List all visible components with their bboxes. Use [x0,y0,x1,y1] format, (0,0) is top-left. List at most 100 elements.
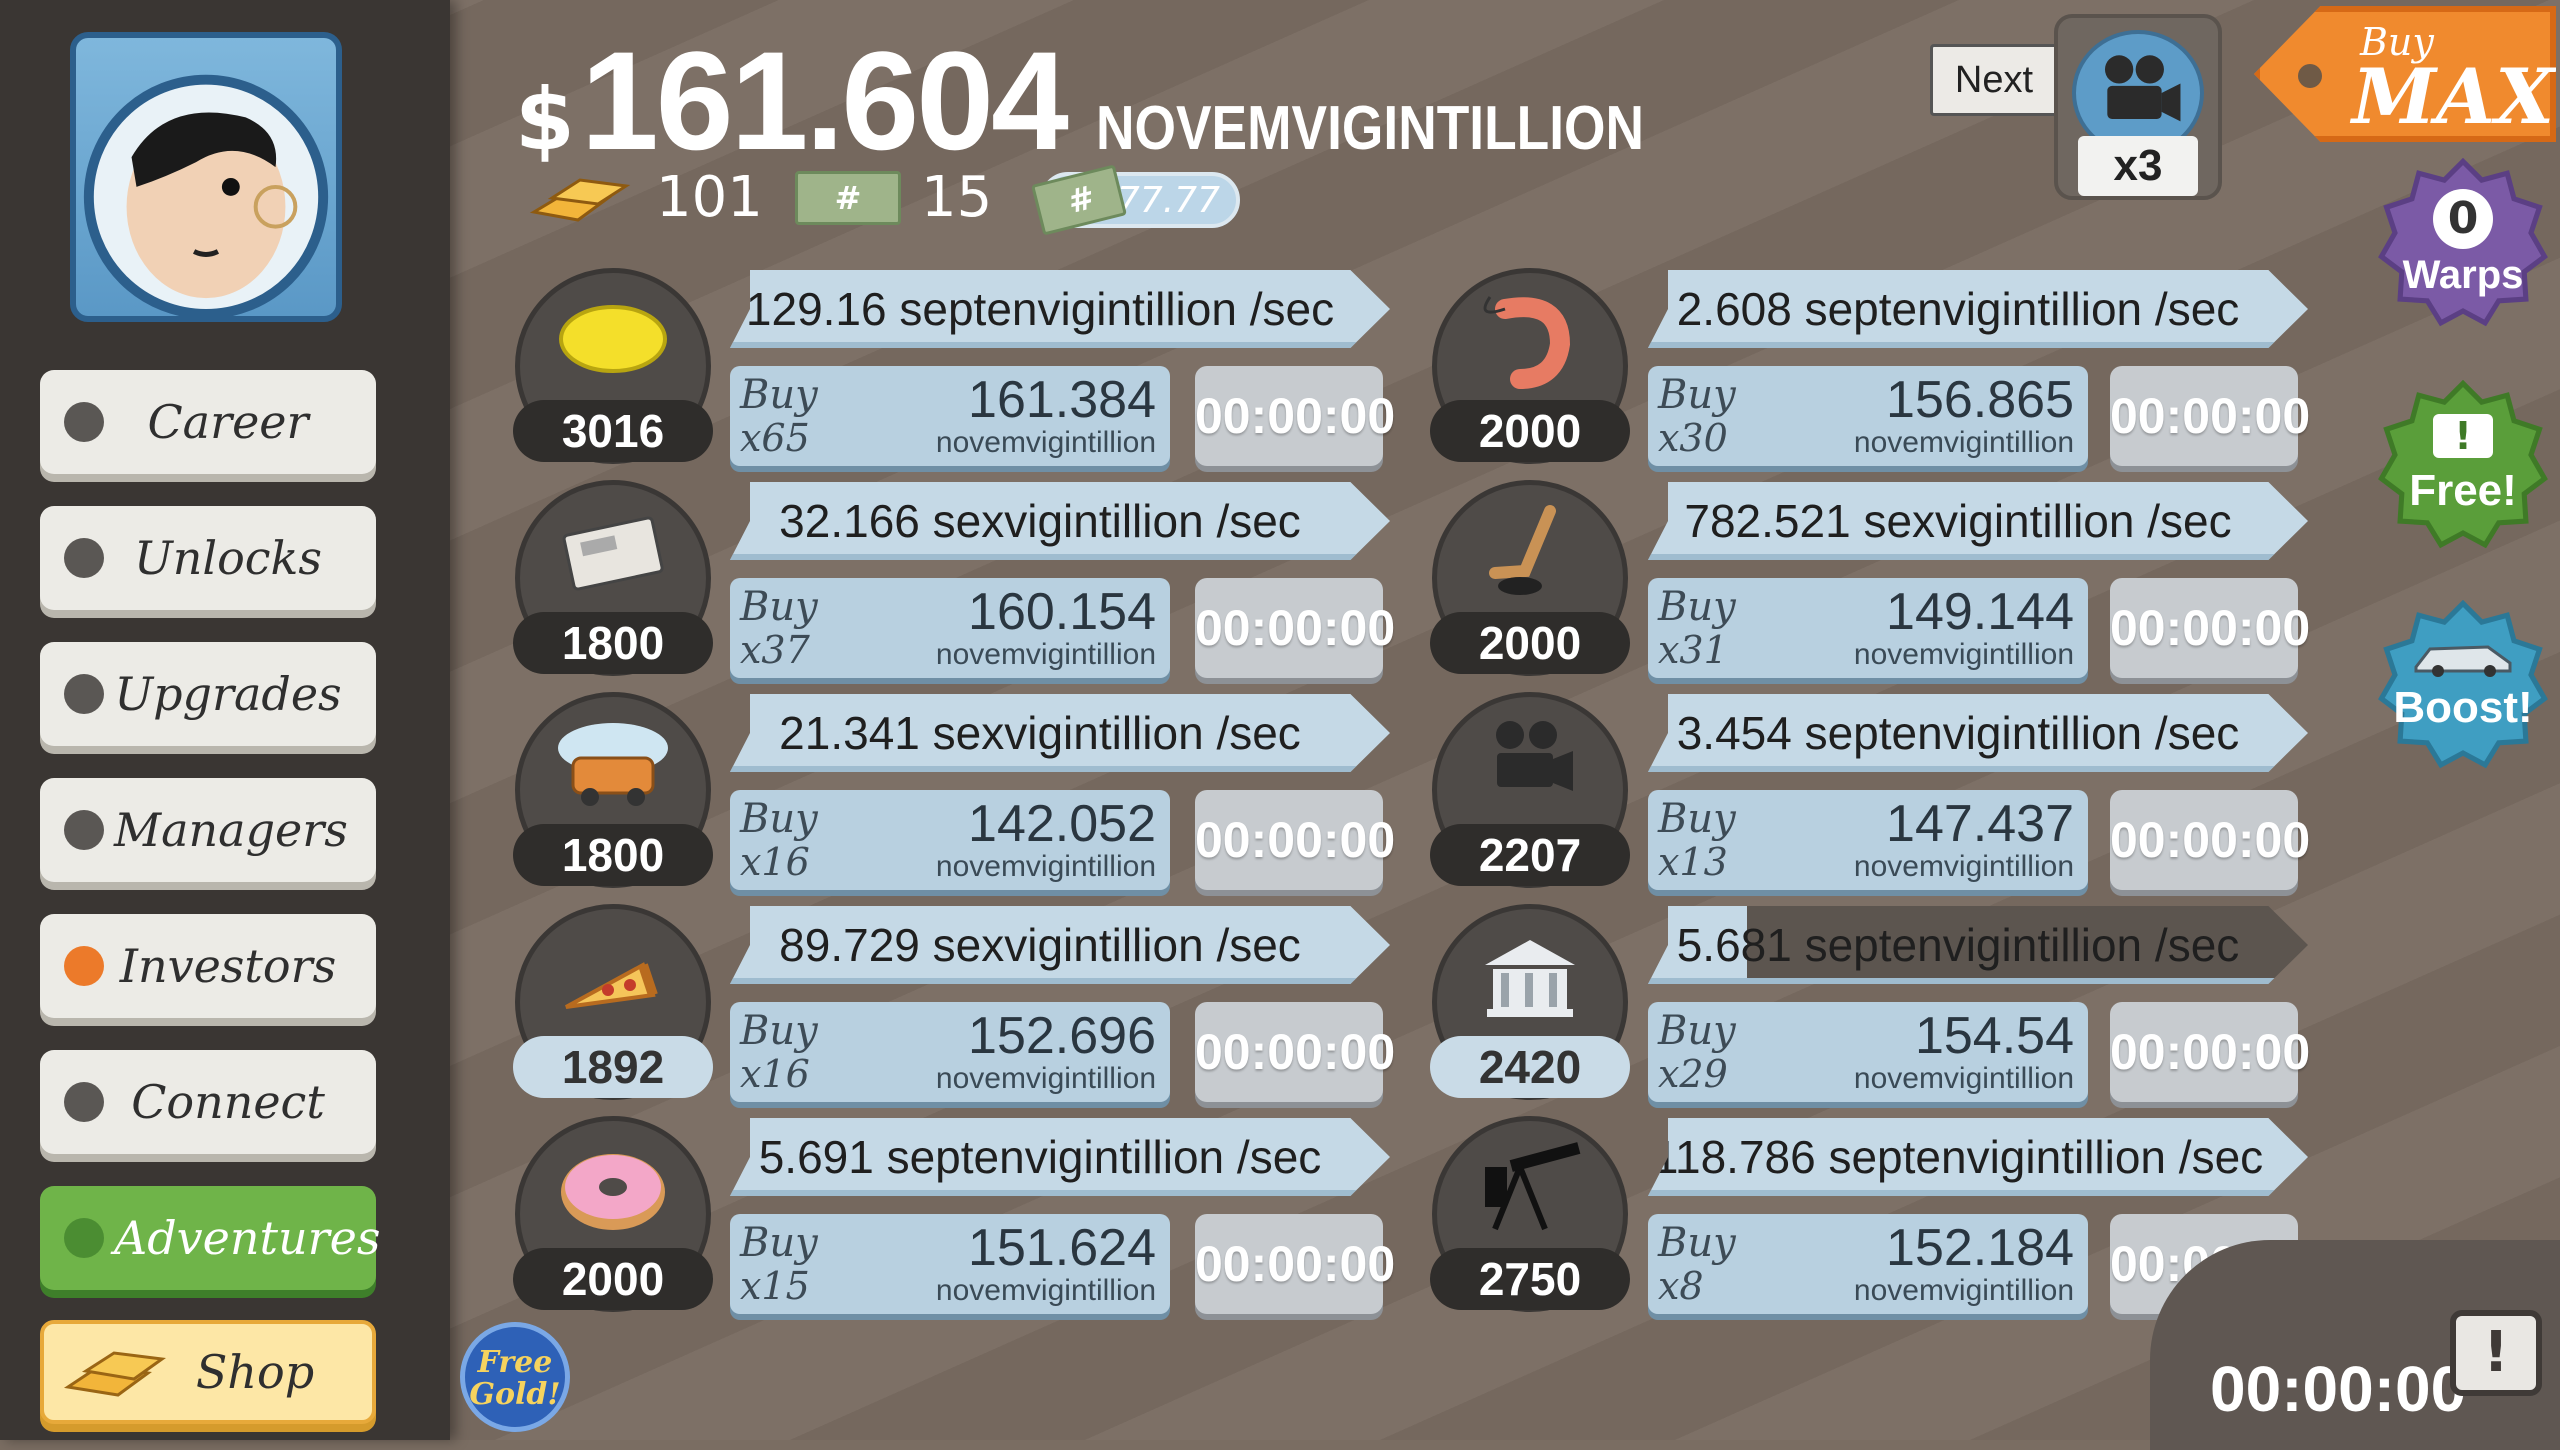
newspaper-icon [562,516,664,591]
oil-rig-icon [1485,1142,1581,1231]
buy-cost-unit: novemvigintillion [935,1062,1156,1095]
milestone-multiplier: x3 [2078,136,2198,196]
warps-label: Warps [2402,252,2524,297]
buy-button-9[interactable]: Buy x8 152.184 novemvigintillion [1648,1214,2088,1314]
investors-button[interactable]: Investors [40,914,376,1018]
gold-bars-icon [63,1351,166,1397]
cash-display: $ 161.604 NOVEMVIGINTILLION [515,20,1733,182]
business-count-8: 2000 [513,1248,713,1310]
business-rate-2[interactable]: 32.166 sexvigintillion /sec [730,482,1390,560]
lemon-icon [559,305,667,373]
gold-counter[interactable]: 101 [528,165,763,230]
buy-button-7[interactable]: Buy x29 154.54 novemvigintillion [1648,1002,2088,1102]
business-timer-8: 00:00:00 [1195,1214,1395,1314]
unlocks-button[interactable]: Unlocks [40,506,376,610]
business-count-5: 2207 [1430,824,1630,886]
buy-label: Buy [740,1008,818,1054]
buy-cost-unit: novemvigintillion [935,426,1156,459]
business-timer-7: 00:00:00 [2110,1002,2310,1102]
business-count-9: 2750 [1430,1248,1630,1310]
multiplier-ticket-symbol: # [1063,178,1095,222]
boost-button[interactable]: Boost! [2378,600,2548,770]
business-rate-0[interactable]: 129.16 septenvigintillion /sec [730,270,1390,348]
buy-cost-unit: novemvigintillion [935,638,1156,671]
career-indicator [64,402,104,442]
free-gold-button[interactable]: Free Gold! [460,1322,570,1432]
buy-cost-unit: novemvigintillion [1853,426,2074,459]
hockey-icon [1489,505,1556,595]
boost-label: Boost! [2393,683,2533,732]
upgrades-label: Upgrades [114,667,342,721]
free-gold-line2: Gold! [469,1377,561,1412]
adventures-button[interactable]: Adventures [40,1186,380,1290]
career-button[interactable]: Career [40,370,376,474]
buy-multiplier: x30 [1658,416,1728,460]
buy-cost: 149.144 [1886,583,2074,641]
multiplier-badge[interactable]: # x777.77 [1030,164,1240,236]
donut-icon [561,1154,665,1230]
buy-button-4[interactable]: Buy x16 142.052 novemvigintillion [730,790,1170,890]
tv-timer: 00:00:00 [2210,1353,2467,1425]
buy-button-2[interactable]: Buy x37 160.154 novemvigintillion [730,578,1170,678]
buy-cost-unit: novemvigintillion [935,850,1156,883]
free-button[interactable]: ! Free! [2378,380,2548,550]
tv-ad-button[interactable]: ! [2450,1310,2542,1396]
buy-button-5[interactable]: Buy x13 147.437 novemvigintillion [1648,790,2088,890]
managers-indicator [64,810,104,850]
time-car-icon [2414,645,2512,677]
buy-cost: 142.052 [968,795,1156,853]
business-timer-1: 00:00:00 [2110,366,2310,466]
buy-button-0[interactable]: Buy x65 161.384 novemvigintillion [730,366,1170,466]
buy-cost: 152.184 [1886,1219,2074,1277]
warps-button[interactable]: 0 Warps [2378,158,2548,328]
business-count-7: 2420 [1430,1036,1630,1098]
shop-button[interactable]: Shop [40,1320,376,1424]
buy-button-6[interactable]: Buy x16 152.696 novemvigintillion [730,1002,1170,1102]
buy-button-3[interactable]: Buy x31 149.144 novemvigintillion [1648,578,2088,678]
buy-cost-unit: novemvigintillion [1853,1062,2074,1095]
buy-cost-unit: novemvigintillion [935,1274,1156,1307]
business-count-2: 1800 [513,612,713,674]
player-avatar[interactable] [70,32,342,322]
cash-unit: NOVEMVIGINTILLION [1095,94,1644,163]
buy-max-button[interactable]: Buy MAX [2254,6,2556,142]
business-rate-1[interactable]: 2.608 septenvigintillion /sec [1648,270,2308,348]
career-label: Career [147,395,309,449]
gold-bars-icon [529,177,631,222]
business-rate-6[interactable]: 89.729 sexvigintillion /sec [730,906,1390,984]
buy-cost-unit: novemvigintillion [1853,850,2074,883]
pizza-icon [565,962,658,1009]
business-timer-0: 00:00:00 [1195,366,1395,466]
buy-multiplier: x16 [740,1052,810,1096]
megabucks-counter[interactable]: # 15 [795,165,992,230]
business-rate-4[interactable]: 21.341 sexvigintillion /sec [730,694,1390,772]
business-rate-8[interactable]: 5.691 septenvigintillion /sec [730,1118,1390,1196]
buy-cost: 154.54 [1914,1007,2074,1065]
buy-button-8[interactable]: Buy x15 151.624 novemvigintillion [730,1214,1170,1314]
buy-cost: 161.384 [968,371,1156,429]
upgrades-button[interactable]: Upgrades [40,642,376,746]
business-rate-3[interactable]: 782.521 sexvigintillion /sec [1648,482,2308,560]
connect-button[interactable]: Connect [40,1050,376,1154]
managers-button[interactable]: Managers [40,778,376,882]
movie-camera-icon [1496,721,1573,791]
business-rate-7[interactable]: 5.681 septenvigintillion /sec [1648,906,2308,984]
tv-alert-icon: ! [2433,414,2493,458]
next-milestone[interactable]: x3 [2054,14,2222,200]
buy-cost-unit: novemvigintillion [1853,638,2074,671]
buy-label: Buy [1658,372,1736,418]
business-timer-3: 00:00:00 [2110,578,2310,678]
warps-count: 0 [2433,188,2493,249]
shop-label: Shop [195,1345,315,1399]
currency-symbol: $ [515,70,575,170]
next-button[interactable]: Next [1930,44,2058,116]
buy-label: Buy [740,372,818,418]
business-rate-5[interactable]: 3.454 septenvigintillion /sec [1648,694,2308,772]
upgrades-indicator [64,674,104,714]
adventures-label: Adventures [114,1211,381,1265]
business-rate-9[interactable]: 118.786 septenvigintillion /sec [1648,1118,2308,1196]
tag-hole [2298,64,2322,88]
buy-button-1[interactable]: Buy x30 156.865 novemvigintillion [1648,366,2088,466]
buy-cost-unit: novemvigintillion [1853,1274,2074,1307]
buy-label: Buy [1658,1220,1736,1266]
